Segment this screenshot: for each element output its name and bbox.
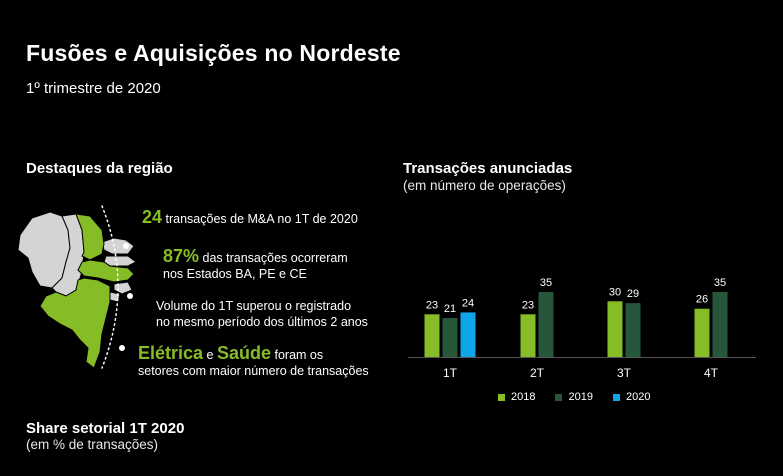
highlight-item-3: Volume do 1T superou o registrado no mes… xyxy=(156,298,368,330)
highlight-item-4: Elétrica e Saúde foram os setores com ma… xyxy=(138,343,369,379)
map-state-pernambuco xyxy=(77,259,135,283)
bar-4T-2019 xyxy=(712,292,728,357)
legend-swatch-2018 xyxy=(498,393,505,401)
chart-legend: 2018 2019 2020 xyxy=(498,391,650,403)
bar-4T-2018 xyxy=(694,308,710,357)
map-state-bahia xyxy=(39,277,111,369)
highlight-4-text-line2: setores com maior número de transações xyxy=(138,364,369,378)
page-subtitle: 1º trimestre de 2020 xyxy=(26,80,161,97)
legend-swatch-2020 xyxy=(612,393,620,401)
data-label-1T-2018: 23 xyxy=(426,299,438,311)
highlight-4-sector-1: Elétrica xyxy=(138,343,204,363)
bar-1T-2018 xyxy=(424,314,440,357)
highlight-3-text-line1: Volume do 1T superou o registrado xyxy=(156,299,352,313)
transactions-subheading: (em número de operações) xyxy=(403,178,566,193)
highlight-2-text-line1: das transações ocorreram xyxy=(202,251,348,265)
data-label-2T-2019: 35 xyxy=(540,277,552,289)
share-subheading: (em % de transações) xyxy=(26,437,159,452)
bar-3T-2018 xyxy=(607,301,623,357)
data-label-4T-2019: 35 xyxy=(714,277,726,289)
page-title: Fusões e Aquisições no Nordeste xyxy=(26,40,401,66)
highlight-1-text: transações de M&A no 1T de 2020 xyxy=(165,212,358,226)
legend-item-2019: 2019 xyxy=(555,391,593,403)
legend-label-2019: 2019 xyxy=(568,391,593,403)
data-label-4T-2018: 26 xyxy=(696,294,708,306)
map-state-ceara xyxy=(75,213,105,261)
data-label-1T-2020: 24 xyxy=(462,297,474,309)
highlight-4-text-line1: foram os xyxy=(274,348,324,362)
legend-swatch-2019 xyxy=(555,393,563,401)
legend-item-2020: 2020 xyxy=(612,391,651,403)
highlights-connector-arc xyxy=(101,205,133,369)
bar-1T-2019 xyxy=(442,318,458,357)
northeast-map xyxy=(17,211,137,369)
highlight-1-value: 24 xyxy=(142,207,163,227)
legend-label-2018: 2018 xyxy=(511,391,536,403)
highlight-4-connector: e xyxy=(206,348,214,362)
x-tick-label-3T: 3T xyxy=(617,366,632,380)
highlight-4-sector-2: Saúde xyxy=(216,343,271,363)
transactions-chart: 23 21 24 1T 23 35 2T 30 29 3T 26 35 4T xyxy=(408,277,756,380)
highlight-3-text-line2: no mesmo período dos últimos 2 anos xyxy=(156,315,368,329)
data-label-3T-2018: 30 xyxy=(609,286,621,298)
highlight-2-value: 87% xyxy=(163,246,200,266)
data-label-3T-2019: 29 xyxy=(627,288,639,300)
transactions-heading: Transações anunciadas xyxy=(403,160,573,177)
bar-1T-2020 xyxy=(460,312,476,357)
legend-label-2020: 2020 xyxy=(625,391,651,403)
x-tick-label-4T: 4T xyxy=(704,366,719,380)
legend-item-2018: 2018 xyxy=(498,391,535,403)
x-tick-label-1T: 1T xyxy=(443,366,458,380)
highlight-2-text-line2: nos Estados BA, PE e CE xyxy=(163,267,307,281)
data-label-2T-2018: 23 xyxy=(522,299,534,311)
share-heading: Share setorial 1T 2020 xyxy=(26,420,185,437)
highlight-item-1: 24 transações de M&A no 1T de 2020 xyxy=(142,207,358,227)
data-label-1T-2019: 21 xyxy=(444,303,456,315)
bar-2T-2018 xyxy=(520,314,536,357)
highlights-heading: Destaques da região xyxy=(26,160,173,177)
map-state-rn xyxy=(101,237,135,255)
bar-3T-2019 xyxy=(625,303,641,357)
bar-2T-2019 xyxy=(538,292,554,357)
highlight-item-2: 87% das transações ocorreram nos Estados… xyxy=(163,246,348,282)
x-tick-label-2T: 2T xyxy=(530,366,545,380)
